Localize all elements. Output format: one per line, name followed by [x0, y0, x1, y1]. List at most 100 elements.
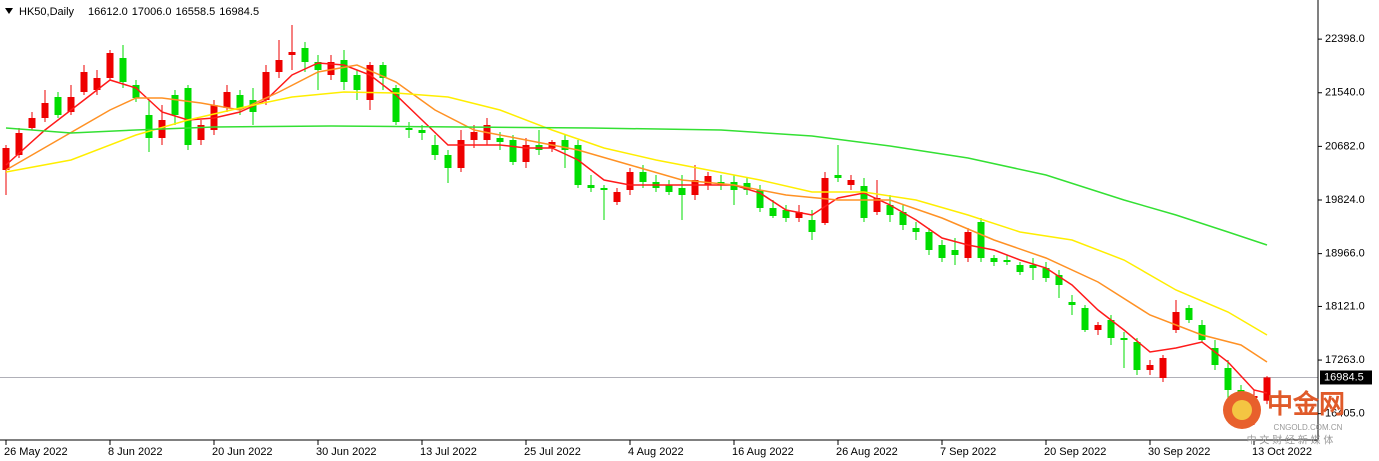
x-tick-label: 30 Sep 2022 — [1148, 446, 1210, 458]
header-value: 17006.0 — [132, 6, 172, 18]
candle-body — [1055, 275, 1063, 285]
candle-body — [730, 182, 738, 190]
candle-body — [93, 78, 101, 90]
candle-body — [1185, 308, 1193, 320]
x-tick-label: 20 Sep 2022 — [1044, 446, 1106, 458]
candle-body — [665, 185, 673, 192]
x-tick-label: 13 Oct 2022 — [1252, 446, 1312, 458]
current-price-label: 16984.5 — [1324, 371, 1364, 383]
candle-body — [925, 232, 933, 250]
candle-body — [1120, 338, 1128, 340]
y-tick-label: 20682.0 — [1325, 140, 1365, 152]
candle-body — [366, 65, 374, 100]
candle-body — [457, 140, 465, 168]
header-value: 16984.5 — [219, 6, 259, 18]
candle-body — [522, 145, 530, 162]
candle-body — [1042, 268, 1050, 278]
candle-body — [145, 115, 153, 138]
candle-body — [990, 258, 998, 262]
x-tick-label: 13 Jul 2022 — [420, 446, 477, 458]
candle-body — [1068, 302, 1076, 305]
x-tick-label: 8 Jun 2022 — [108, 446, 162, 458]
candle-body — [938, 245, 946, 258]
candle-body — [275, 60, 283, 72]
watermark-logo-inner — [1232, 400, 1252, 420]
watermark-title: 中金网 — [1267, 389, 1345, 419]
candle-body — [340, 60, 348, 82]
candle-body — [1094, 325, 1102, 330]
candle-body — [886, 205, 894, 215]
candle-body — [223, 92, 231, 108]
y-tick-label: 16405.0 — [1325, 408, 1365, 420]
candle-body — [327, 62, 335, 75]
candle-body — [1016, 265, 1024, 272]
candle-body — [418, 130, 426, 133]
candle-body — [15, 133, 23, 155]
watermark-slogan: 中 文 财 经 新 媒 体 — [1247, 434, 1334, 447]
candle-body — [496, 138, 504, 142]
y-tick-label: 17263.0 — [1325, 354, 1365, 366]
candle-body — [1146, 365, 1154, 370]
candle-body — [626, 172, 634, 190]
candle-body — [470, 132, 478, 140]
candle-body — [834, 175, 842, 178]
candle-body — [1107, 320, 1115, 338]
x-tick-label: 4 Aug 2022 — [628, 446, 684, 458]
candle-body — [184, 88, 192, 145]
candle-body — [782, 210, 790, 218]
candle-body — [561, 140, 569, 150]
candle-body — [132, 85, 140, 98]
candle-body — [444, 155, 452, 168]
candle-body — [860, 186, 868, 218]
candle-body — [1224, 368, 1232, 390]
candle-body — [2, 148, 10, 170]
candle-body — [431, 145, 439, 155]
moving-average-line — [5, 64, 1268, 363]
candle-body — [1133, 342, 1141, 370]
candle-body — [743, 183, 751, 190]
candle-body — [1029, 265, 1037, 268]
candle-body — [379, 65, 387, 78]
candle-body — [795, 212, 803, 218]
watermark: 中金网 CNGOLD.COM.CN 中 文 财 经 新 媒 体 — [1223, 389, 1345, 447]
menu-triangle[interactable] — [5, 8, 13, 14]
x-tick-label: 7 Sep 2022 — [940, 446, 996, 458]
candle-body — [639, 172, 647, 182]
candle-body — [41, 103, 49, 118]
candle-body — [951, 250, 959, 255]
candle-body — [1159, 358, 1167, 378]
y-tick-label: 21540.0 — [1325, 87, 1365, 99]
candle-body — [119, 58, 127, 82]
candle-body — [301, 48, 309, 62]
candle-body — [80, 72, 88, 92]
x-tick-label: 25 Jul 2022 — [524, 446, 581, 458]
symbol-label: HK50,Daily — [19, 6, 75, 18]
candle-body — [171, 95, 179, 115]
candle-body — [392, 88, 400, 122]
header-value: 16612.0 — [88, 6, 128, 18]
candle-body — [405, 128, 413, 130]
x-tick-label: 16 Aug 2022 — [732, 446, 794, 458]
candle-body — [1211, 348, 1219, 365]
candle-body — [847, 180, 855, 185]
y-tick-label: 19824.0 — [1325, 194, 1365, 206]
candle-body — [873, 198, 881, 212]
x-tick-label: 20 Jun 2022 — [212, 446, 273, 458]
candle-body — [236, 95, 244, 108]
candle-body — [574, 145, 582, 185]
x-tick-label: 26 Aug 2022 — [836, 446, 898, 458]
candle-body — [67, 97, 75, 112]
candle-body — [54, 97, 62, 115]
x-tick-label: 26 May 2022 — [4, 446, 68, 458]
candle-body — [613, 192, 621, 202]
y-tick-label: 22398.0 — [1325, 33, 1365, 45]
moving-average-line — [5, 125, 1268, 246]
candle-body — [1003, 260, 1011, 262]
candle-body — [899, 212, 907, 225]
candle-body — [1263, 377, 1271, 401]
candle-body — [808, 220, 816, 232]
y-tick-label: 18966.0 — [1325, 248, 1365, 260]
candle-body — [704, 176, 712, 185]
